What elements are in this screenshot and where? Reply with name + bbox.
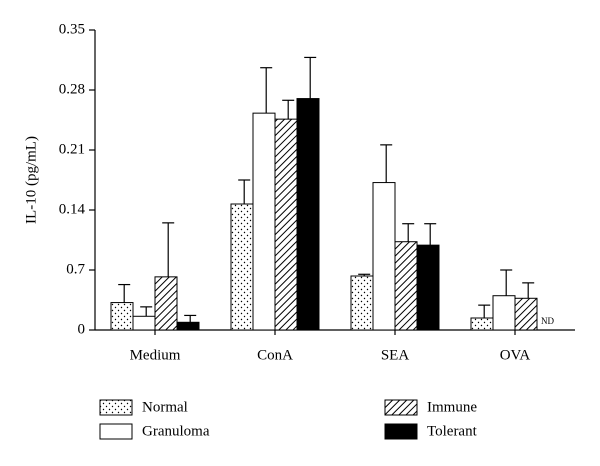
legend-label: Tolerant bbox=[427, 423, 478, 439]
annotation: ND bbox=[541, 316, 554, 326]
y-tick-label: 0 bbox=[78, 321, 86, 337]
y-tick-label: 0.14 bbox=[59, 201, 86, 217]
legend-swatch bbox=[99, 399, 133, 416]
y-axis-label: IL-10 (pg/mL) bbox=[23, 136, 39, 224]
bar bbox=[350, 275, 374, 331]
legend-swatch bbox=[384, 399, 418, 416]
y-tick-label: 0.7 bbox=[66, 261, 85, 277]
bar bbox=[470, 317, 494, 331]
x-tick-label: Medium bbox=[130, 347, 181, 363]
legend-swatch bbox=[384, 423, 418, 440]
x-tick-label: OVA bbox=[500, 347, 531, 363]
bar bbox=[252, 112, 276, 331]
legend-label: Immune bbox=[427, 399, 477, 415]
bar bbox=[110, 302, 134, 331]
bar bbox=[394, 241, 418, 331]
bar bbox=[514, 297, 538, 331]
bar bbox=[416, 244, 440, 331]
bar bbox=[176, 321, 200, 331]
x-tick-label: ConA bbox=[257, 347, 293, 363]
bar bbox=[296, 98, 320, 331]
bar bbox=[154, 276, 178, 331]
legend-swatch bbox=[99, 423, 133, 440]
y-tick-label: 0.28 bbox=[59, 81, 85, 97]
bar bbox=[492, 295, 516, 331]
bar bbox=[372, 182, 396, 331]
legend-label: Granuloma bbox=[142, 423, 210, 439]
y-tick-label: 0.21 bbox=[59, 141, 85, 157]
bar bbox=[132, 315, 156, 331]
bar bbox=[274, 118, 298, 331]
legend-label: Normal bbox=[142, 399, 188, 415]
y-tick-label: 0.35 bbox=[59, 21, 85, 37]
bar bbox=[230, 203, 254, 331]
x-tick-label: SEA bbox=[381, 347, 410, 363]
